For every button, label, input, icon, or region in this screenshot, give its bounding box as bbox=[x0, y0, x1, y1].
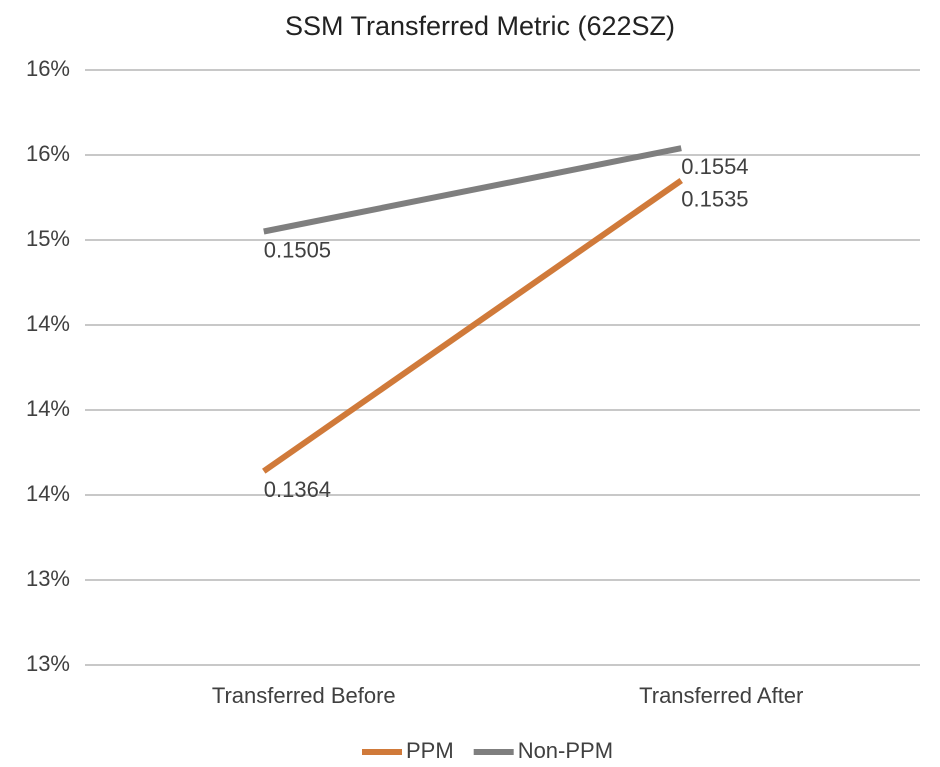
x-tick-label: Transferred Before bbox=[212, 683, 396, 708]
series-line bbox=[263, 145, 682, 235]
data-label: 0.1364 bbox=[264, 477, 331, 502]
y-tick-label: 14% bbox=[26, 396, 70, 421]
y-tick-label: 16% bbox=[26, 141, 70, 166]
y-tick-label: 13% bbox=[26, 651, 70, 676]
series-line bbox=[262, 178, 683, 474]
legend-label: Non-PPM bbox=[518, 738, 613, 763]
y-tick-label: 15% bbox=[26, 226, 70, 251]
data-label: 0.1535 bbox=[681, 186, 748, 211]
y-tick-label: 14% bbox=[26, 481, 70, 506]
data-label: 0.1554 bbox=[681, 154, 748, 179]
y-tick-label: 14% bbox=[26, 311, 70, 336]
legend-label: PPM bbox=[406, 738, 454, 763]
x-tick-label: Transferred After bbox=[639, 683, 803, 708]
y-tick-label: 13% bbox=[26, 566, 70, 591]
chart-title: SSM Transferred Metric (622SZ) bbox=[285, 11, 675, 41]
y-tick-label: 16% bbox=[26, 56, 70, 81]
data-label: 0.1505 bbox=[264, 237, 331, 262]
